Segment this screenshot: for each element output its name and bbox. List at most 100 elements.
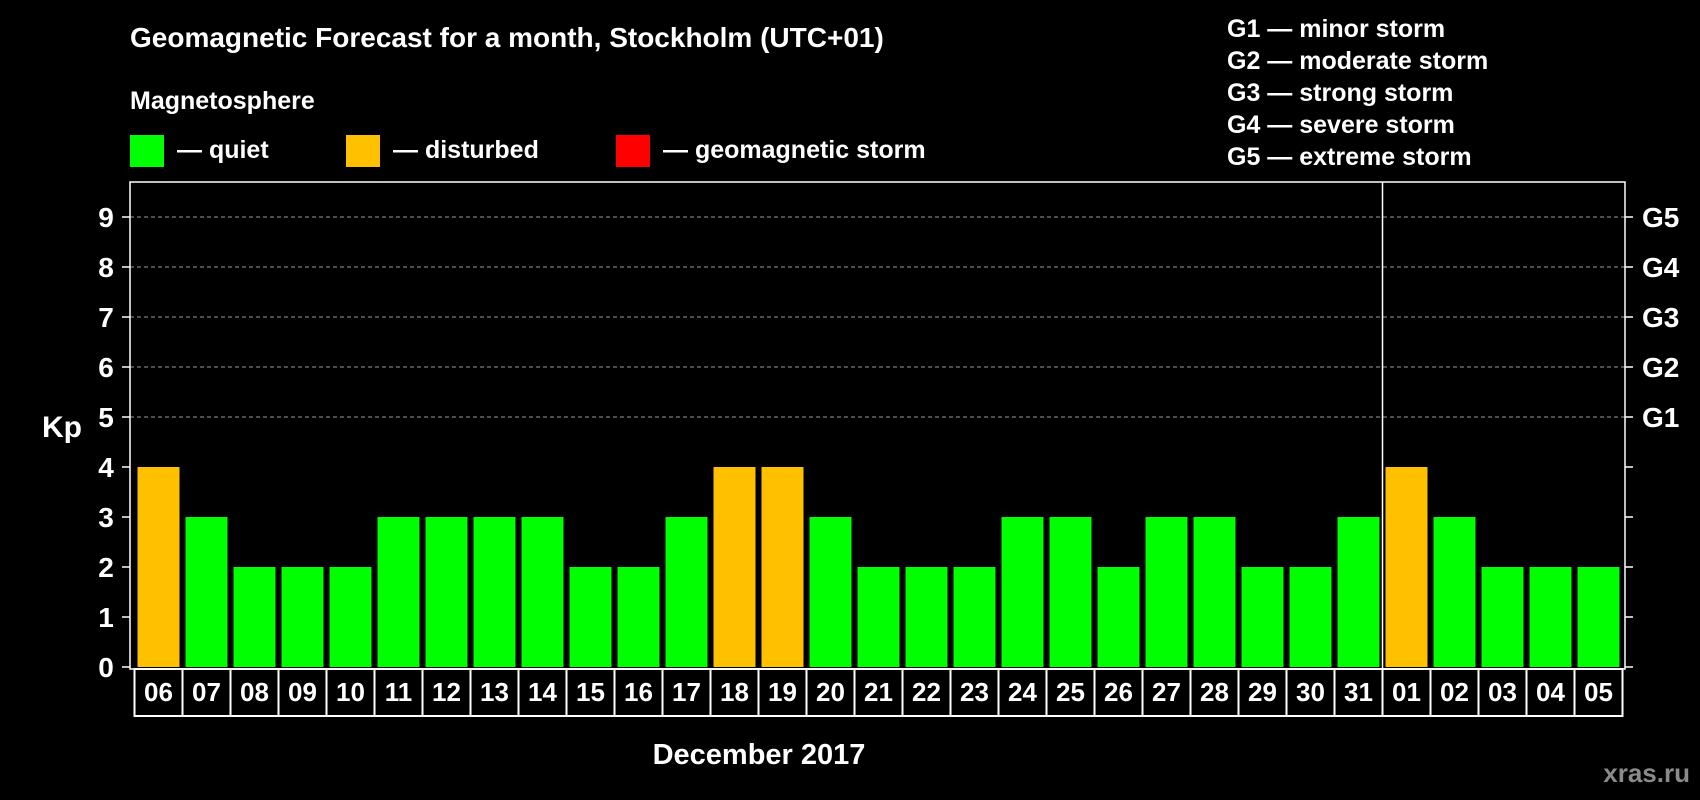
legend-swatch <box>346 135 380 167</box>
bar <box>1529 567 1572 667</box>
storm-scale-legend: G1 — minor storm G2 — moderate storm G3 — … <box>1227 15 1488 171</box>
storm-scale-item: G3 — strong storm <box>1227 79 1453 107</box>
right-axis-label: G3 <box>1642 302 1679 333</box>
bar <box>1097 567 1140 667</box>
bar <box>1049 517 1092 667</box>
bar <box>1193 517 1236 667</box>
bar <box>137 467 180 667</box>
bar <box>1481 567 1524 667</box>
x-tick-label: 05 <box>1584 677 1613 707</box>
x-tick-label: 06 <box>144 677 173 707</box>
x-tick-label: 01 <box>1392 677 1421 707</box>
y-tick-label: 1 <box>98 602 114 633</box>
y-tick-label: 6 <box>98 352 114 383</box>
x-tick-label: 08 <box>240 677 269 707</box>
bar <box>857 567 900 667</box>
bar <box>1385 467 1428 667</box>
y-tick-labels: 0 1 2 3 4 5 6 7 8 9 <box>98 202 1633 683</box>
x-tick-label: 26 <box>1104 677 1133 707</box>
bar <box>329 567 372 667</box>
x-tick-label: 11 <box>385 677 413 707</box>
storm-scale-item: G1 — minor storm <box>1227 15 1445 43</box>
bar <box>665 517 708 667</box>
x-tick-label: 16 <box>624 677 653 707</box>
y-tick-label: 2 <box>98 552 114 583</box>
legend-swatch <box>616 135 650 167</box>
right-axis-label: G1 <box>1642 402 1679 433</box>
x-tick-label: 23 <box>960 677 989 707</box>
legend-label: — disturbed <box>393 136 539 164</box>
x-tick-label: 21 <box>864 677 893 707</box>
y-tick-label: 4 <box>98 452 114 483</box>
right-axis-label: G4 <box>1642 252 1680 283</box>
x-tick-label: 24 <box>1008 677 1037 707</box>
bar <box>1433 517 1476 667</box>
y-tick-label: 8 <box>98 252 114 283</box>
x-tick-label: 20 <box>816 677 845 707</box>
y-axis-label: Kp <box>42 411 82 444</box>
bar <box>953 567 996 667</box>
right-axis-label: G2 <box>1642 352 1679 383</box>
storm-scale-item: G2 — moderate storm <box>1227 47 1488 75</box>
bar <box>713 467 756 667</box>
x-tick-label: 15 <box>576 677 605 707</box>
bar <box>569 567 612 667</box>
x-tick-label: 09 <box>288 677 317 707</box>
x-tick-label: 07 <box>192 677 221 707</box>
bar <box>1577 567 1620 667</box>
x-tick-label: 10 <box>336 677 365 707</box>
x-tick-label: 14 <box>528 677 557 707</box>
bar <box>377 517 420 667</box>
legend: — quiet — disturbed — geomagnetic storm <box>130 135 926 167</box>
bar <box>1337 517 1380 667</box>
bar <box>761 467 804 667</box>
y-tick-label: 3 <box>98 502 114 533</box>
storm-scale-item: G4 — severe storm <box>1227 111 1455 139</box>
watermark: xras.ru <box>1603 758 1690 788</box>
y-tick-label: 9 <box>98 202 114 233</box>
x-label-frame <box>133 668 1624 717</box>
bar <box>521 517 564 667</box>
legend-label: — quiet <box>177 136 269 164</box>
x-axis-label: December 2017 <box>653 739 866 771</box>
x-tick-label: 28 <box>1200 677 1229 707</box>
bar <box>1241 567 1284 667</box>
x-tick-label: 02 <box>1440 677 1469 707</box>
x-tick-label: 19 <box>768 677 797 707</box>
x-tick-label: 04 <box>1536 677 1565 707</box>
bar <box>1145 517 1188 667</box>
bar <box>233 567 276 667</box>
legend-swatch <box>130 135 164 167</box>
legend-label: — geomagnetic storm <box>663 136 926 164</box>
x-tick-label: 30 <box>1296 677 1325 707</box>
bar <box>905 567 948 667</box>
storm-scale-item: G5 — extreme storm <box>1227 143 1472 171</box>
y-tick-label: 5 <box>98 402 114 433</box>
x-tick-label: 12 <box>432 677 461 707</box>
x-tick-label: 27 <box>1152 677 1181 707</box>
bars <box>137 467 1620 667</box>
x-tick-label: 31 <box>1344 677 1373 707</box>
chart-title: Geomagnetic Forecast for a month, Stockh… <box>130 22 884 53</box>
chart-subtitle: Magnetosphere <box>130 87 315 115</box>
bar <box>1289 567 1332 667</box>
x-tick-label: 03 <box>1488 677 1517 707</box>
right-axis-label: G5 <box>1642 202 1679 233</box>
x-tick-labels: 06 07 08 09 10 11 12 13 14 15 16 17 18 19 20 21 22 23 24 25… <box>133 668 1624 717</box>
bar <box>473 517 516 667</box>
bar <box>617 567 660 667</box>
right-axis-labels: G1 G2 G3 G4 G5 <box>1642 202 1680 433</box>
x-tick-label: 13 <box>480 677 509 707</box>
x-tick-label: 18 <box>720 677 749 707</box>
bar <box>425 517 468 667</box>
x-tick-label: 17 <box>672 677 701 707</box>
bar <box>281 567 324 667</box>
y-tick-label: 7 <box>98 302 114 333</box>
x-tick-label: 22 <box>912 677 941 707</box>
bar <box>809 517 852 667</box>
y-tick-label: 0 <box>98 652 114 683</box>
x-tick-label: 25 <box>1056 677 1085 707</box>
bar <box>1001 517 1044 667</box>
bar <box>185 517 228 667</box>
